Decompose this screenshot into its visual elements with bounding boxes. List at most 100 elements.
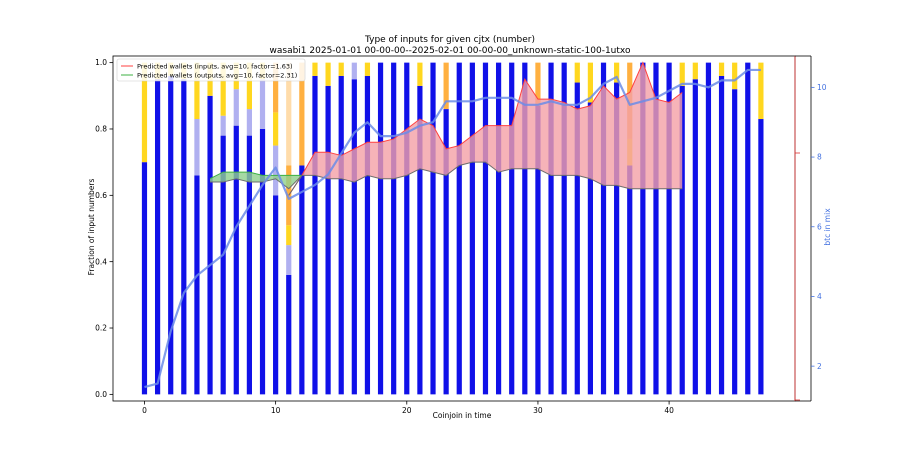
y2-tick-label: 4: [817, 292, 822, 301]
bar-other: [299, 62, 305, 166]
bar-fresh: [207, 95, 213, 395]
bar-fresh: [273, 195, 279, 395]
bar-friends: [718, 62, 725, 76]
bar-group: [141, 62, 764, 395]
bar-fresh: [391, 62, 397, 395]
bar-friends: [338, 62, 344, 76]
y2-tick-label: 8: [817, 153, 822, 162]
bar-friends: [286, 225, 292, 246]
bar-fresh: [666, 62, 672, 395]
bar-fresh: [259, 128, 266, 395]
bar-fresh: [640, 62, 646, 395]
predicted-outputs-lower-line: [210, 175, 303, 190]
y2-tick-label: 2: [817, 362, 822, 371]
bar-other: [535, 62, 541, 106]
bar-fresh: [154, 79, 161, 395]
bar-fresh: [600, 62, 607, 395]
y2-axis-label: btc in mix: [823, 208, 832, 246]
bar-friends: [364, 62, 371, 76]
bar-fresh: [587, 102, 593, 395]
bar-fresh: [404, 62, 410, 395]
bar-fresh: [653, 62, 659, 395]
bar-fresh: [430, 62, 436, 395]
bar-fresh: [443, 109, 449, 395]
bar-fresh: [364, 75, 371, 395]
y-tick-label: 0.4: [95, 257, 107, 266]
bar-friends: [574, 62, 580, 83]
x-tick-label: 20: [402, 406, 412, 415]
bar-remix: [351, 62, 357, 80]
y-tick-label: 0.8: [95, 125, 107, 134]
bar-fresh: [758, 119, 764, 395]
chart-title: Type of inputs for given cjtx (number): [364, 35, 535, 45]
bar-other: [443, 62, 449, 110]
bar-fresh: [194, 175, 200, 395]
bar-fresh: [679, 85, 685, 395]
bar-fresh: [614, 82, 620, 395]
bar-fresh: [745, 62, 751, 395]
bar-fresh: [220, 135, 226, 395]
bar-fresh: [233, 125, 239, 395]
bar-friends: [614, 62, 620, 83]
bar-fresh: [692, 79, 698, 395]
bar-fresh: [338, 75, 344, 395]
bar-friends: [220, 62, 226, 116]
bar-fresh: [377, 62, 384, 395]
x-tick-label: 40: [664, 406, 674, 415]
bar-fresh: [627, 165, 633, 395]
bar-remix: [286, 245, 292, 275]
bar-fresh: [561, 62, 567, 395]
bar-fresh: [456, 62, 462, 395]
bar-fresh: [417, 85, 423, 395]
y-tick-label: 0.0: [95, 390, 107, 399]
bar-remix: [259, 79, 266, 129]
bar-fresh: [535, 105, 541, 395]
x-tick-label: 30: [533, 406, 543, 415]
y-tick-label: 0.6: [95, 191, 107, 200]
legend: Predicted wallets (inputs, avg=10, facto…: [116, 58, 306, 82]
bar-fresh: [509, 62, 515, 395]
bar-fresh: [705, 62, 712, 395]
plot-area: [112, 55, 812, 402]
btc-in-mix-line: [144, 68, 761, 389]
bar-remix: [220, 115, 226, 136]
bar-friends: [692, 62, 698, 80]
bar-remix: [194, 119, 200, 176]
bar-fresh: [469, 62, 475, 395]
bar-friends: [732, 62, 738, 90]
bar-remix: [246, 109, 252, 136]
legend-label: Predicted wallets (outputs, avg=10, fact…: [137, 71, 297, 79]
bar-fresh: [141, 162, 148, 395]
chart-subtitle: wasabi1 2025-01-01 00-00-00--2025-02-01 …: [270, 46, 631, 56]
bar-remix: [233, 89, 239, 126]
legend-label: Predicted wallets (inputs, avg=10, facto…: [137, 62, 293, 70]
bar-fresh: [522, 62, 528, 395]
bar-other_light: [286, 62, 292, 166]
bar-friends: [141, 62, 148, 163]
bar-friends: [325, 62, 331, 86]
bar-friends: [758, 62, 764, 120]
y-axis-right: 2 4 6 8 10: [811, 83, 827, 371]
legend-box: [116, 58, 306, 82]
bar-fresh: [312, 75, 318, 395]
bar-fresh: [168, 75, 174, 395]
y2-tick-label: 10: [817, 83, 827, 92]
bar-fresh: [351, 79, 357, 395]
bar-remix: [273, 145, 279, 196]
x-tick-label: 0: [142, 406, 147, 415]
predicted-inputs-lower-line: [288, 161, 683, 196]
y-tick-label: 1.0: [95, 58, 107, 67]
bar-friends: [587, 62, 593, 103]
bar-other: [273, 62, 279, 113]
bar-fresh: [325, 85, 331, 395]
bar-fresh: [299, 165, 305, 395]
bar-fresh: [548, 62, 554, 395]
bar-fresh: [482, 62, 489, 395]
bar-fresh: [246, 135, 252, 395]
bar-fresh: [574, 82, 580, 395]
x-axis-label: Coinjoin in time: [433, 411, 492, 420]
bar-fresh: [718, 75, 725, 395]
predicted-outputs-upper-line: [209, 171, 302, 180]
x-tick-label: 10: [271, 406, 281, 415]
